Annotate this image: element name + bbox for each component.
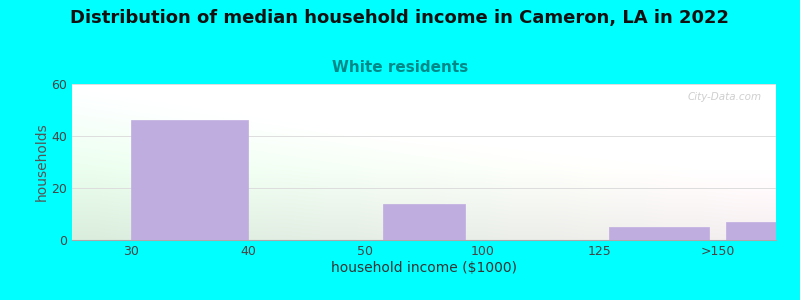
Bar — [130, 120, 248, 240]
X-axis label: household income ($1000): household income ($1000) — [331, 261, 517, 274]
Y-axis label: households: households — [34, 123, 49, 201]
Bar — [383, 204, 465, 240]
Text: White residents: White residents — [332, 60, 468, 75]
Text: Distribution of median household income in Cameron, LA in 2022: Distribution of median household income … — [70, 9, 730, 27]
Bar — [726, 222, 800, 240]
Bar — [609, 227, 709, 240]
Text: City-Data.com: City-Data.com — [688, 92, 762, 102]
